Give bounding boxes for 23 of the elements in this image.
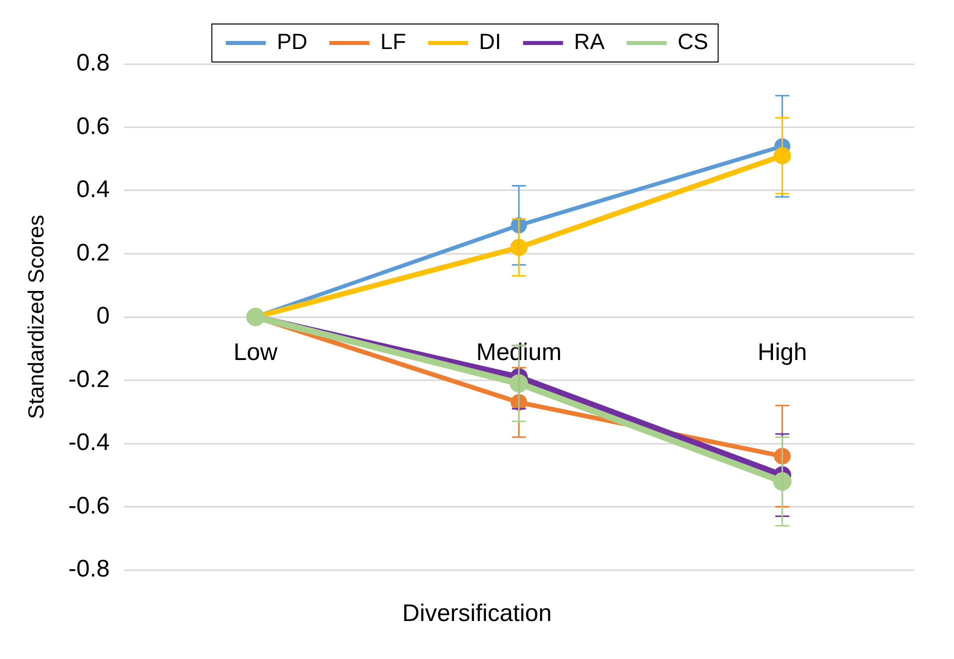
y-tick-label: 0.4 bbox=[76, 176, 110, 204]
y-tick-label: -0.8 bbox=[68, 556, 110, 583]
legend-label: LF bbox=[380, 29, 406, 54]
y-tick-label: -0.6 bbox=[68, 492, 110, 520]
x-tick-label: Medium bbox=[476, 339, 562, 366]
legend-label: CS bbox=[678, 29, 708, 54]
y-tick-label: 0.8 bbox=[76, 50, 110, 77]
point bbox=[773, 472, 792, 491]
y-tick-label: -0.4 bbox=[68, 429, 110, 456]
point bbox=[510, 238, 528, 256]
x-tick-label: Low bbox=[233, 339, 278, 366]
x-axis-title: Diversification bbox=[401, 600, 553, 628]
y-tick-label: 0 bbox=[96, 302, 110, 330]
legend-label: PD bbox=[276, 29, 308, 54]
legend-label: RA bbox=[574, 29, 605, 54]
y-tick-label: -0.2 bbox=[68, 366, 110, 393]
point bbox=[774, 147, 791, 164]
x-tick-label: High bbox=[758, 339, 807, 366]
point bbox=[510, 374, 528, 393]
y-axis-title: Standardized Scores bbox=[23, 214, 48, 420]
legend-label: DI bbox=[479, 29, 502, 54]
y-tick-label: 0.2 bbox=[76, 239, 110, 266]
y-tick-label: 0.6 bbox=[76, 112, 110, 140]
